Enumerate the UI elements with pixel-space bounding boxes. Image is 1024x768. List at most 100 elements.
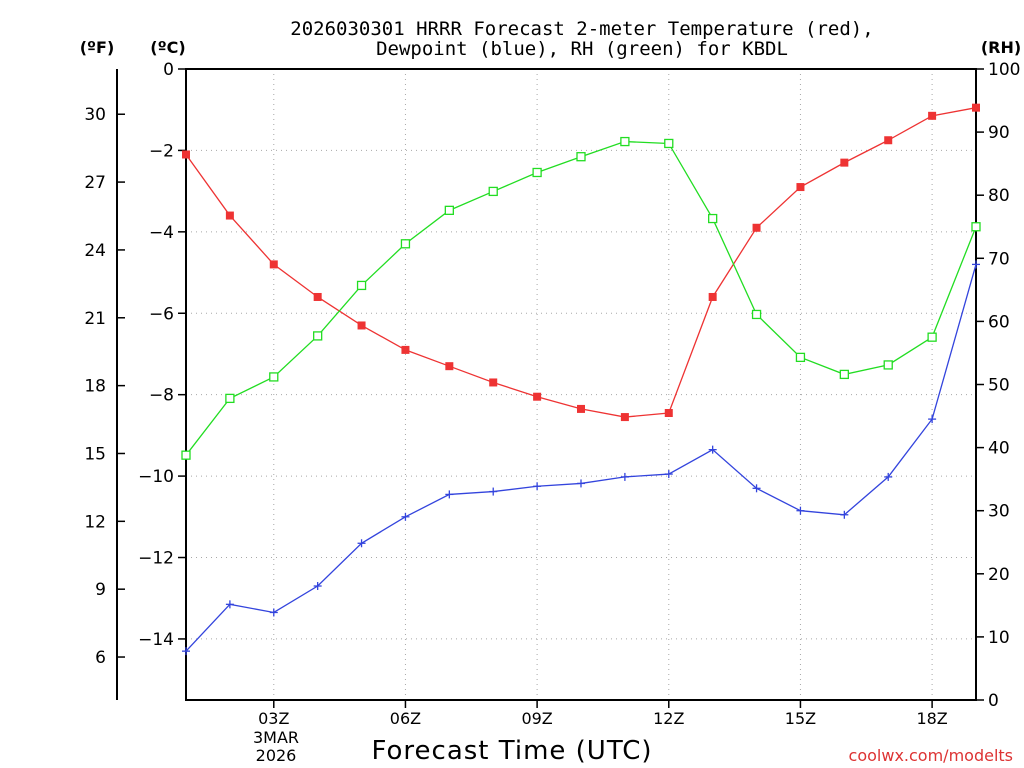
data-series [181, 103, 981, 656]
dewpoint-point [445, 490, 454, 499]
rh-tick-label: 60 [988, 312, 1010, 332]
celsius-unit-label: (ºC) [150, 38, 185, 57]
celsius-tick-label: −8 [149, 386, 174, 406]
rh-point [181, 450, 191, 460]
rh-tick-label: 90 [988, 123, 1010, 143]
rh-tick-label: 50 [988, 376, 1010, 396]
temperature-point [620, 413, 629, 422]
celsius-tick-label: 0 [163, 60, 174, 80]
tick-labels: 0−2−4−6−8−10−12−143027242118151296010203… [84, 60, 1020, 728]
temperature-point [752, 223, 761, 232]
rh-point [839, 369, 849, 380]
temperature-point [840, 158, 849, 167]
dewpoint-point [620, 472, 629, 481]
temperature-point [489, 378, 498, 387]
axes [116, 68, 984, 708]
x-tick-label: 06Z [390, 709, 421, 728]
rh-point [400, 239, 411, 249]
fahrenheit-tick-label: 30 [84, 105, 106, 125]
x-tick-label: 12Z [653, 709, 684, 728]
dewpoint-point [972, 260, 980, 269]
fahrenheit-tick-label: 21 [84, 309, 106, 329]
rh-point [313, 331, 323, 341]
fahrenheit-tick-label: 6 [95, 648, 106, 668]
rh-tick-label: 70 [988, 249, 1010, 269]
x-tick-label: 18Z [916, 709, 947, 728]
celsius-tick-label: −10 [138, 467, 174, 487]
dewpoint-point [489, 487, 498, 496]
dewpoint-point [182, 647, 190, 656]
temperature-point [269, 260, 278, 269]
rh-point [971, 222, 981, 232]
temperature-point [225, 211, 234, 220]
celsius-tick-label: −6 [149, 304, 174, 324]
dewpoint-point [796, 506, 805, 515]
rh-tick-label: 80 [988, 186, 1010, 206]
celsius-tick-label: −14 [138, 630, 174, 650]
chart-title-line1: 2026030301 HRRR Forecast 2-meter Tempera… [290, 18, 873, 40]
rh-point [576, 152, 586, 162]
temperature-point [884, 136, 893, 145]
fahrenheit-tick-label: 18 [84, 377, 106, 397]
fahrenheit-tick-label: 15 [84, 444, 106, 464]
fahrenheit-tick-label: 24 [84, 241, 106, 261]
date-label-year: 2026 [256, 746, 297, 765]
date-label-day: 3MAR [253, 728, 299, 747]
rh-tick-label: 20 [988, 565, 1010, 585]
x-axis-label: Forecast Time (UTC) [371, 736, 652, 766]
dewpoint-point [533, 482, 542, 491]
rh-point [708, 213, 718, 224]
temperature-point [664, 408, 673, 417]
temperature-point [928, 111, 937, 120]
fahrenheit-tick-label: 27 [84, 173, 106, 193]
rh-point [664, 138, 674, 149]
rh-point [532, 167, 542, 178]
dewpoint-point [313, 582, 322, 591]
chart-title-line2: Dewpoint (blue), RH (green) for KBDL [376, 38, 788, 60]
celsius-tick-label: −2 [149, 141, 174, 161]
rh-point [751, 309, 762, 320]
temperature-point [972, 103, 980, 112]
fahrenheit-tick-label: 12 [84, 512, 106, 532]
rh-tick-label: 10 [988, 628, 1010, 648]
celsius-tick-label: −12 [138, 549, 174, 569]
rh-point [356, 280, 367, 291]
fahrenheit-unit-label: (ºF) [80, 38, 115, 57]
rh-point [927, 332, 937, 342]
credit-link[interactable]: coolwx.com/modelts [849, 746, 1013, 765]
rh-point [795, 352, 806, 363]
rh-point [883, 360, 893, 370]
gridlines [186, 68, 976, 700]
rh-point [269, 372, 279, 382]
dewpoint-point [269, 608, 278, 617]
temperature-point [533, 392, 542, 401]
temperature-point [401, 345, 410, 354]
dewpoint-point [928, 415, 937, 424]
dewpoint-line [185, 264, 977, 652]
dewpoint-point [664, 470, 673, 479]
dewpoint-point [577, 479, 585, 488]
rh-tick-label: 40 [988, 439, 1010, 459]
dewpoint-point [225, 600, 234, 609]
rh-point [620, 136, 630, 147]
dewpoint-point [401, 512, 410, 521]
x-tick-label: 09Z [521, 709, 552, 728]
dewpoint-point [708, 445, 717, 454]
rh-tick-label: 100 [988, 60, 1020, 80]
rh-tick-label: 30 [988, 502, 1010, 522]
rh-point [488, 186, 498, 197]
dewpoint-point [357, 539, 366, 548]
rh-tick-label: 0 [988, 691, 999, 711]
dewpoint-point [840, 510, 849, 519]
dewpoint-point [884, 472, 893, 481]
fahrenheit-tick-label: 9 [95, 580, 106, 600]
temperature-point [796, 183, 805, 192]
celsius-tick-label: −4 [149, 223, 174, 243]
rh-point [225, 393, 235, 404]
temperature-point [445, 362, 454, 371]
x-tick-label: 15Z [785, 709, 816, 728]
temperature-point [313, 292, 322, 301]
temperature-point [577, 404, 585, 413]
plot-frame [185, 68, 977, 701]
